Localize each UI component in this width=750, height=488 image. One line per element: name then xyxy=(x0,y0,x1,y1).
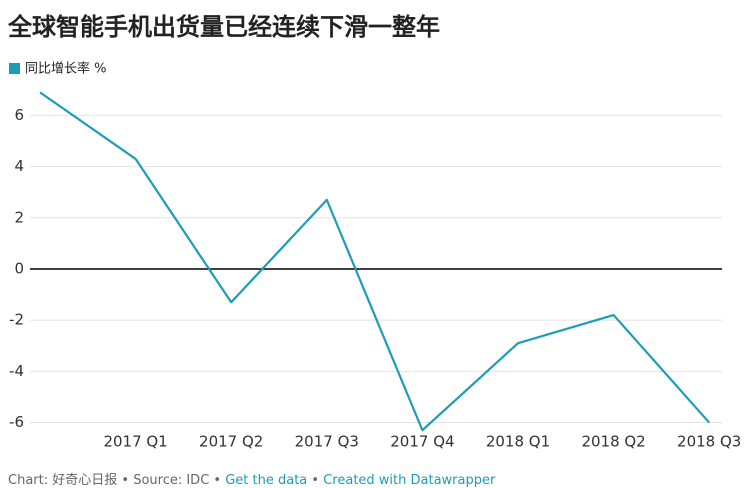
y-tick-label: 0 xyxy=(14,259,24,277)
y-tick-label: -6 xyxy=(9,413,24,431)
footer-separator: • xyxy=(117,473,133,488)
y-tick-label: 4 xyxy=(14,157,24,175)
x-tick-label: 2017 Q1 xyxy=(103,433,167,451)
footer-text: Chart: 好奇心日报 xyxy=(8,472,117,488)
x-tick-label: 2018 Q1 xyxy=(486,433,550,451)
line xyxy=(39,91,711,432)
footer-link: Created with Datawrapper xyxy=(323,473,496,488)
y-tick-label: -4 xyxy=(9,362,24,380)
y-tick-label: -2 xyxy=(9,311,24,329)
x-tick-label: 2017 Q2 xyxy=(199,433,263,451)
legend-swatch xyxy=(9,63,20,74)
legend-label: 同比增长率 % xyxy=(25,61,107,77)
footer-separator: • xyxy=(307,473,323,488)
y-tick-label: 2 xyxy=(14,208,24,226)
footer-separator: • xyxy=(209,473,225,488)
chart-title: 全球智能手机出货量已经连续下滑一整年 xyxy=(7,13,440,41)
x-tick-label: 2017 Q4 xyxy=(390,433,454,451)
x-tick-label: 2018 Q3 xyxy=(677,433,741,451)
y-tick-label: 6 xyxy=(14,106,24,124)
footer: Chart: 好奇心日报 • Source: IDC • Get the dat… xyxy=(8,472,496,488)
footer-link: Get the data xyxy=(225,473,307,488)
x-tick-label: 2018 Q2 xyxy=(581,433,645,451)
footer-text: Source: IDC xyxy=(133,473,209,488)
x-tick-label: 2017 Q3 xyxy=(295,433,359,451)
